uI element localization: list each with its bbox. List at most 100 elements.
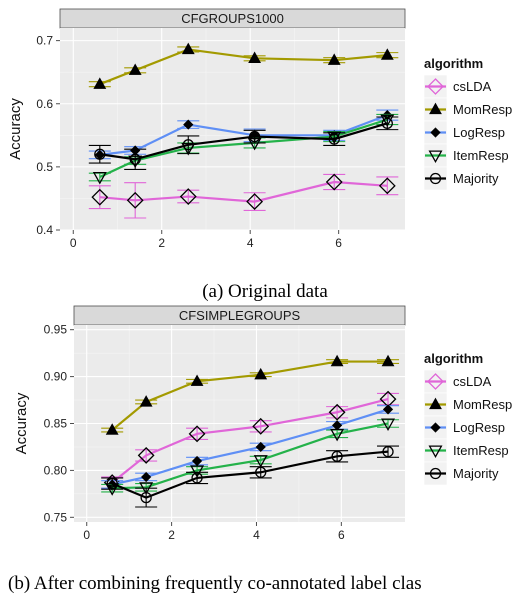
data-point bbox=[328, 403, 346, 421]
series-logresp bbox=[101, 404, 400, 490]
data-point bbox=[183, 119, 194, 130]
data-point bbox=[381, 418, 396, 432]
legend: algorithm csLDA MomResp LogResp ItemResp Majo… bbox=[423, 351, 512, 486]
data-point bbox=[94, 148, 106, 160]
legend-key-marker bbox=[429, 397, 442, 410]
data-point bbox=[380, 48, 394, 60]
figure-caption: (b) After combining frequently co-annota… bbox=[8, 573, 422, 594]
data-point bbox=[382, 404, 394, 415]
legend-key-marker bbox=[427, 373, 444, 390]
data-point bbox=[328, 133, 340, 145]
legend-item-momresp: MomResp bbox=[423, 97, 512, 122]
data-point bbox=[181, 42, 195, 55]
series-line bbox=[111, 450, 389, 499]
x-tick-label: 4 bbox=[253, 528, 260, 542]
legend-key-marker bbox=[428, 445, 443, 459]
y-tick-label: 0.90 bbox=[44, 370, 68, 384]
series-line bbox=[99, 118, 388, 178]
data-point bbox=[188, 425, 206, 443]
legend-title: algorithm bbox=[424, 56, 483, 71]
data-point bbox=[381, 354, 395, 367]
legend-key-marker bbox=[428, 150, 443, 164]
data-point bbox=[93, 77, 107, 89]
data-point bbox=[141, 471, 152, 483]
y-tick-label: 0.4 bbox=[36, 223, 53, 237]
data-point bbox=[129, 153, 141, 165]
series-line bbox=[111, 360, 389, 431]
data-point bbox=[182, 139, 194, 151]
data-point bbox=[190, 374, 204, 386]
data-point bbox=[190, 465, 205, 478]
data-point bbox=[382, 445, 394, 458]
y-axis-title: Accuracy bbox=[7, 98, 24, 160]
legend-label: LogResp bbox=[453, 420, 505, 435]
legend-item-itemresp: ItemResp bbox=[423, 438, 509, 463]
data-point bbox=[179, 188, 197, 205]
figure-caption: (a) Original data bbox=[202, 281, 328, 302]
y-tick-label: 0.6 bbox=[36, 97, 53, 111]
series-momresp bbox=[88, 42, 399, 89]
data-point bbox=[137, 446, 155, 464]
x-tick-label: 0 bbox=[83, 528, 90, 542]
y-tick-label: 0.75 bbox=[44, 510, 68, 524]
legend-item-itemresp: ItemResp bbox=[423, 143, 509, 168]
legend-item-logresp: LogResp bbox=[423, 415, 505, 440]
data-point bbox=[327, 53, 341, 65]
x-tick-label: 6 bbox=[335, 236, 342, 250]
series-line bbox=[112, 422, 389, 490]
data-point bbox=[248, 51, 262, 63]
legend-label: csLDA bbox=[453, 374, 492, 389]
series-line bbox=[99, 48, 388, 86]
legend-label: Majority bbox=[453, 171, 499, 186]
legend-key-marker bbox=[429, 172, 442, 185]
legend-key-marker bbox=[427, 78, 444, 95]
series-majority bbox=[101, 445, 400, 508]
data-point bbox=[381, 117, 393, 129]
data-point bbox=[380, 114, 395, 128]
series-line bbox=[99, 180, 388, 203]
data-point bbox=[255, 441, 266, 453]
y-axis-title: Accuracy bbox=[13, 392, 30, 454]
data-point bbox=[139, 395, 153, 407]
legend-key-marker bbox=[430, 422, 441, 433]
data-point bbox=[255, 466, 267, 478]
panel-title: CFSIMPLEGROUPS bbox=[179, 308, 301, 323]
x-tick-label: 2 bbox=[168, 528, 175, 542]
legend-item-cslda: csLDA bbox=[423, 369, 492, 394]
series-momresp bbox=[101, 354, 400, 435]
y-tick-label: 0.5 bbox=[36, 160, 53, 174]
y-tick-label: 0.80 bbox=[44, 463, 68, 477]
data-point bbox=[330, 428, 345, 442]
data-point bbox=[140, 491, 152, 504]
legend-item-cslda: csLDA bbox=[423, 74, 492, 99]
legend-key-marker bbox=[430, 127, 441, 138]
legend-item-majority: Majority bbox=[423, 166, 499, 191]
legend-item-logresp: LogResp bbox=[423, 120, 505, 145]
data-point bbox=[248, 130, 261, 143]
chart-panel-2: CFSIMPLEGROUPS 0.75 0.80 0.85 0.90 0.95 0 2 4 6 Ac… bbox=[8, 305, 512, 594]
x-tick-label: 4 bbox=[247, 236, 254, 250]
series-cslda bbox=[88, 173, 399, 219]
data-point bbox=[128, 63, 142, 75]
data-point bbox=[325, 173, 343, 191]
legend-label: ItemResp bbox=[453, 443, 509, 458]
y-tick-label: 0.95 bbox=[44, 323, 68, 337]
y-tick-label: 0.7 bbox=[36, 34, 53, 48]
legend: algorithm csLDA MomResp LogResp ItemResp Majo… bbox=[423, 56, 512, 191]
series-line bbox=[111, 408, 389, 486]
data-point bbox=[92, 171, 107, 185]
legend-label: ItemResp bbox=[453, 148, 509, 163]
data-point bbox=[105, 423, 119, 435]
legend-key-marker bbox=[429, 102, 442, 115]
panel-title: CFGROUPS1000 bbox=[181, 11, 284, 26]
legend-label: Majority bbox=[453, 466, 499, 481]
data-point bbox=[126, 191, 144, 209]
legend-label: MomResp bbox=[453, 397, 512, 412]
legend-label: MomResp bbox=[453, 102, 512, 117]
x-tick-label: 6 bbox=[338, 528, 345, 542]
legend-title: algorithm bbox=[424, 351, 483, 366]
y-tick-label: 0.85 bbox=[44, 417, 68, 431]
chart-panel-1: CFGROUPS1000 0.4 0.5 0.6 0.7 0 2 4 6 Accuracy algo… bbox=[7, 8, 512, 302]
x-tick-label: 0 bbox=[70, 236, 77, 250]
legend-label: csLDA bbox=[453, 79, 492, 94]
